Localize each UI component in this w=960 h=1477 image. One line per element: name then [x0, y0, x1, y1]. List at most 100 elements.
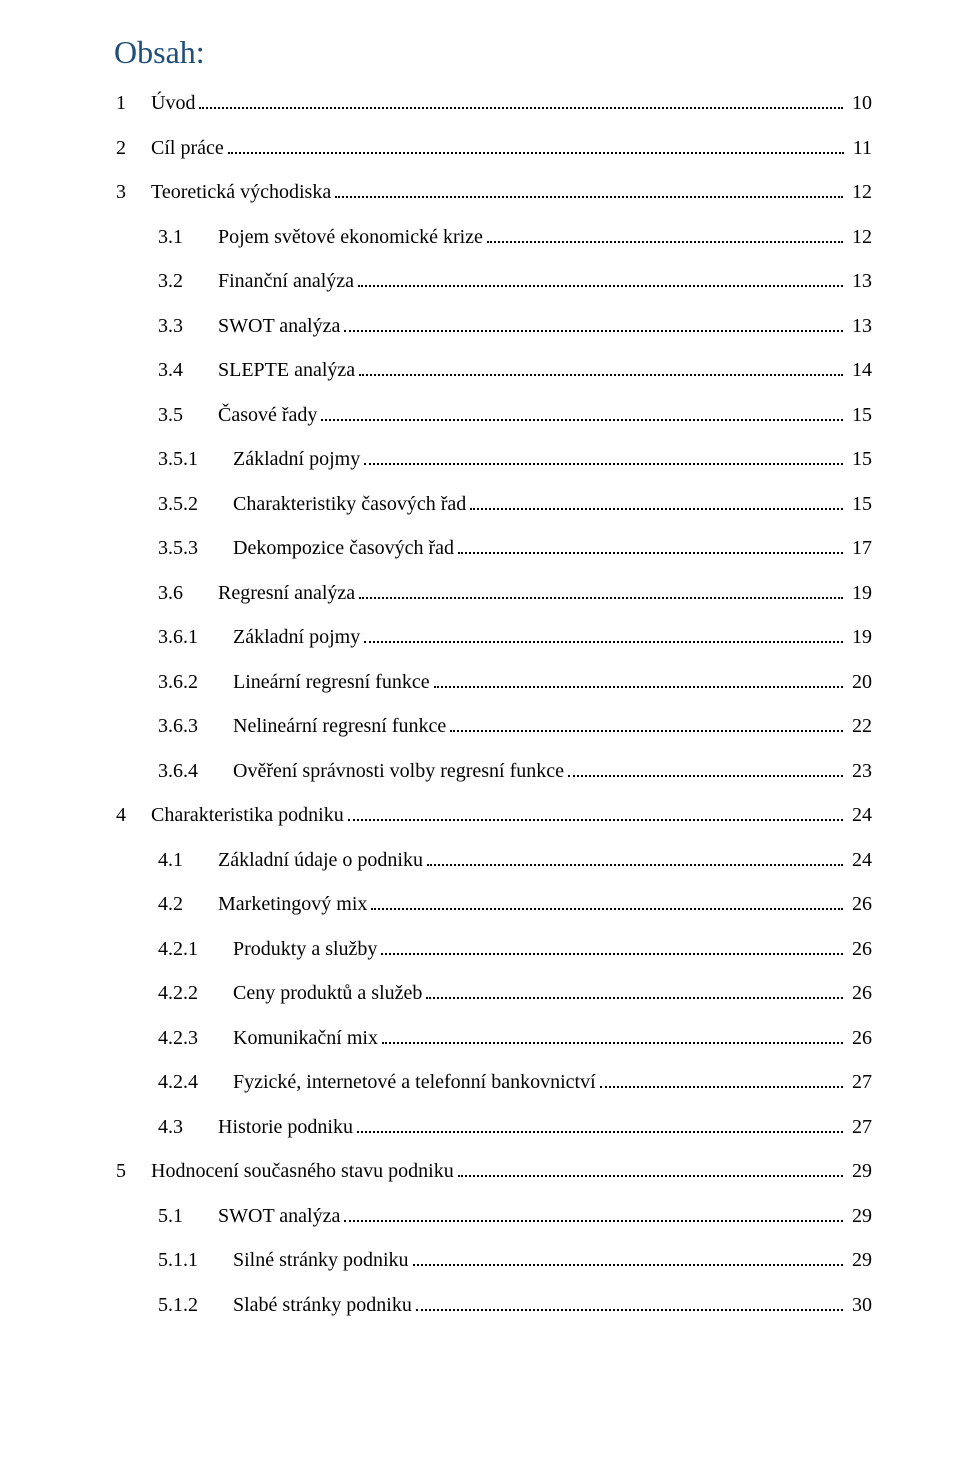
toc-leader-dots [364, 641, 843, 643]
toc-entry-number: 4 [116, 805, 151, 825]
toc-entry: 4.2.1 Produkty a služby 26 [116, 939, 872, 959]
toc-leader-dots [371, 908, 843, 910]
toc-leader-dots [458, 552, 843, 554]
toc-leader-dots [344, 1220, 843, 1222]
toc-entry: 4.2.4 Fyzické, internetové a telefonní b… [116, 1072, 872, 1092]
toc-entry-number: 4.2.4 [158, 1072, 233, 1092]
toc-leader-dots [228, 152, 844, 154]
toc-entry-page: 15 [847, 449, 872, 469]
toc-entry: 4.2 Marketingový mix 26 [116, 894, 872, 914]
toc-entry-page: 26 [847, 939, 872, 959]
toc-leader-dots [359, 374, 843, 376]
toc-entry: 3.1 Pojem světové ekonomické krize 12 [116, 227, 872, 247]
toc-entry: 3.5.1 Základní pojmy 15 [116, 449, 872, 469]
toc-entry: 4.1 Základní údaje o podniku 24 [116, 850, 872, 870]
toc-entry-page: 26 [847, 983, 872, 1003]
toc-leader-dots [470, 508, 843, 510]
toc-entry-label: Dekompozice časových řad [233, 538, 454, 558]
toc-entry-page: 23 [847, 761, 872, 781]
toc-entry: 3.4 SLEPTE analýza 14 [116, 360, 872, 380]
toc-entry-number: 3.6.2 [158, 672, 233, 692]
toc-entry-label: Úvod [151, 93, 195, 113]
toc-entry-number: 4.2.1 [158, 939, 233, 959]
toc-entry-number: 3.1 [158, 227, 218, 247]
toc-entry-page: 27 [847, 1072, 872, 1092]
toc-entry-label: Nelineární regresní funkce [233, 716, 446, 736]
toc-entry: 3.5.3 Dekompozice časových řad 17 [116, 538, 872, 558]
toc-entry-number: 3.5.2 [158, 494, 233, 514]
toc-entry: 1 Úvod 10 [116, 93, 872, 113]
toc-leader-dots [344, 330, 843, 332]
toc-entry-label: Základní pojmy [233, 627, 360, 647]
toc-leader-dots [382, 1042, 843, 1044]
toc-entry-label: SWOT analýza [218, 316, 340, 336]
toc-entry-page: 11 [848, 138, 872, 158]
toc-entry-label: Lineární regresní funkce [233, 672, 430, 692]
toc-entry-page: 22 [847, 716, 872, 736]
toc-entry: 4.2.2 Ceny produktů a služeb 26 [116, 983, 872, 1003]
toc-entry-number: 1 [116, 93, 151, 113]
toc-entry-page: 14 [847, 360, 872, 380]
toc-entry: 5.1.2 Slabé stránky podniku 30 [116, 1295, 872, 1315]
toc-entry-label: SWOT analýza [218, 1206, 340, 1226]
toc-entry-page: 26 [847, 1028, 872, 1048]
toc-entry: 3 Teoretická východiska 12 [116, 182, 872, 202]
toc-heading: Obsah: [114, 34, 872, 71]
toc-entry-number: 3.2 [158, 271, 218, 291]
toc-leader-dots [458, 1175, 843, 1177]
toc-entry-page: 20 [847, 672, 872, 692]
toc-entry: 3.3 SWOT analýza 13 [116, 316, 872, 336]
toc-entry-label: Komunikační mix [233, 1028, 378, 1048]
toc-entry: 3.2 Finanční analýza 13 [116, 271, 872, 291]
toc-entry-number: 5.1.1 [158, 1250, 233, 1270]
toc-entry-page: 13 [847, 316, 872, 336]
toc-entry-label: Hodnocení současného stavu podniku [151, 1161, 454, 1181]
toc-entry-label: Silné stránky podniku [233, 1250, 409, 1270]
toc-entry-label: Cíl práce [151, 138, 224, 158]
toc-leader-dots [199, 107, 843, 109]
toc-entry-number: 4.2.3 [158, 1028, 233, 1048]
toc-entry-label: Historie podniku [218, 1117, 353, 1137]
toc-entry-number: 5.1 [158, 1206, 218, 1226]
toc-entry: 2 Cíl práce 11 [116, 138, 872, 158]
table-of-contents: 1 Úvod 10 2 Cíl práce 11 3 Teoretická vých… [116, 93, 872, 1315]
toc-entry-label: Finanční analýza [218, 271, 354, 291]
toc-entry-label: Pojem světové ekonomické krize [218, 227, 483, 247]
toc-entry: 5.1.1 Silné stránky podniku 29 [116, 1250, 872, 1270]
toc-entry-number: 3.6.1 [158, 627, 233, 647]
toc-leader-dots [427, 864, 843, 866]
toc-entry-label: Regresní analýza [218, 583, 355, 603]
toc-entry-label: Produkty a služby [233, 939, 377, 959]
toc-leader-dots [348, 819, 843, 821]
toc-entry-number: 3.4 [158, 360, 218, 380]
toc-entry-page: 19 [847, 627, 872, 647]
toc-entry-label: Základní pojmy [233, 449, 360, 469]
toc-leader-dots [416, 1309, 843, 1311]
toc-entry-number: 5.1.2 [158, 1295, 233, 1315]
toc-leader-dots [358, 285, 843, 287]
toc-entry-number: 4.2.2 [158, 983, 233, 1003]
toc-leader-dots [450, 730, 843, 732]
toc-entry-number: 3 [116, 182, 151, 202]
toc-leader-dots [321, 419, 843, 421]
toc-entry-number: 3.5 [158, 405, 218, 425]
toc-entry-number: 3.5.1 [158, 449, 233, 469]
toc-entry: 4 Charakteristika podniku 24 [116, 805, 872, 825]
toc-entry: 3.5.2 Charakteristiky časových řad 15 [116, 494, 872, 514]
toc-entry-number: 2 [116, 138, 151, 158]
toc-entry-page: 15 [847, 494, 872, 514]
toc-entry-label: Ověření správnosti volby regresní funkce [233, 761, 564, 781]
toc-entry-page: 29 [847, 1206, 872, 1226]
toc-entry-number: 5 [116, 1161, 151, 1181]
toc-entry-number: 4.3 [158, 1117, 218, 1137]
toc-leader-dots [359, 597, 843, 599]
toc-entry-number: 3.5.3 [158, 538, 233, 558]
toc-entry-number: 3.6.3 [158, 716, 233, 736]
toc-entry-label: Fyzické, internetové a telefonní bankovn… [233, 1072, 596, 1092]
toc-leader-dots [434, 686, 843, 688]
toc-leader-dots [364, 463, 843, 465]
toc-entry-page: 13 [847, 271, 872, 291]
toc-entry: 5 Hodnocení současného stavu podniku 29 [116, 1161, 872, 1181]
toc-entry-page: 24 [847, 850, 872, 870]
toc-leader-dots [381, 953, 843, 955]
